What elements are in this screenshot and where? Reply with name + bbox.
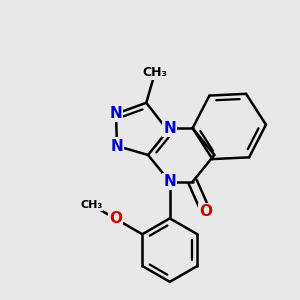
Text: CH₃: CH₃: [142, 66, 167, 80]
Text: O: O: [200, 204, 212, 219]
Text: N: N: [164, 121, 176, 136]
Text: N: N: [110, 106, 122, 121]
Text: O: O: [109, 211, 122, 226]
Text: N: N: [111, 139, 123, 154]
Text: N: N: [164, 174, 176, 189]
Text: CH₃: CH₃: [80, 200, 103, 210]
